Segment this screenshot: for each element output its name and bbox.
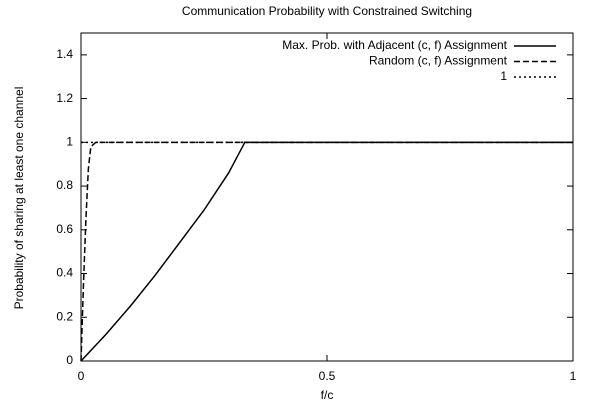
y-tick-label: 0.4 [56, 266, 73, 280]
x-tick-label: 0.5 [319, 369, 336, 383]
y-tick-label: 1 [66, 135, 73, 149]
x-tick-label: 1 [570, 369, 577, 383]
y-tick-label: 0.2 [56, 309, 73, 323]
y-axis-label: Probability of sharing at least one chan… [12, 87, 26, 310]
y-tick-label: 0.6 [56, 222, 73, 236]
series-line [80, 141, 573, 362]
x-tick-label: 0 [78, 369, 85, 383]
y-tick-label: 1.2 [56, 91, 73, 105]
x-axis-label: f/c [321, 388, 334, 402]
y-tick-label: 0 [66, 353, 73, 367]
legend-label: Random (c, f) Assignment [369, 54, 508, 68]
y-tick-label: 0.8 [56, 178, 73, 192]
legend-label: Max. Prob. with Adjacent (c, f) Assignme… [282, 38, 507, 52]
plot-frame [80, 32, 574, 362]
legend-label: 1 [500, 69, 507, 83]
y-tick-label: 1.4 [56, 47, 73, 61]
series-line [80, 141, 573, 362]
chart-title: Communication Probability with Constrain… [182, 4, 472, 18]
